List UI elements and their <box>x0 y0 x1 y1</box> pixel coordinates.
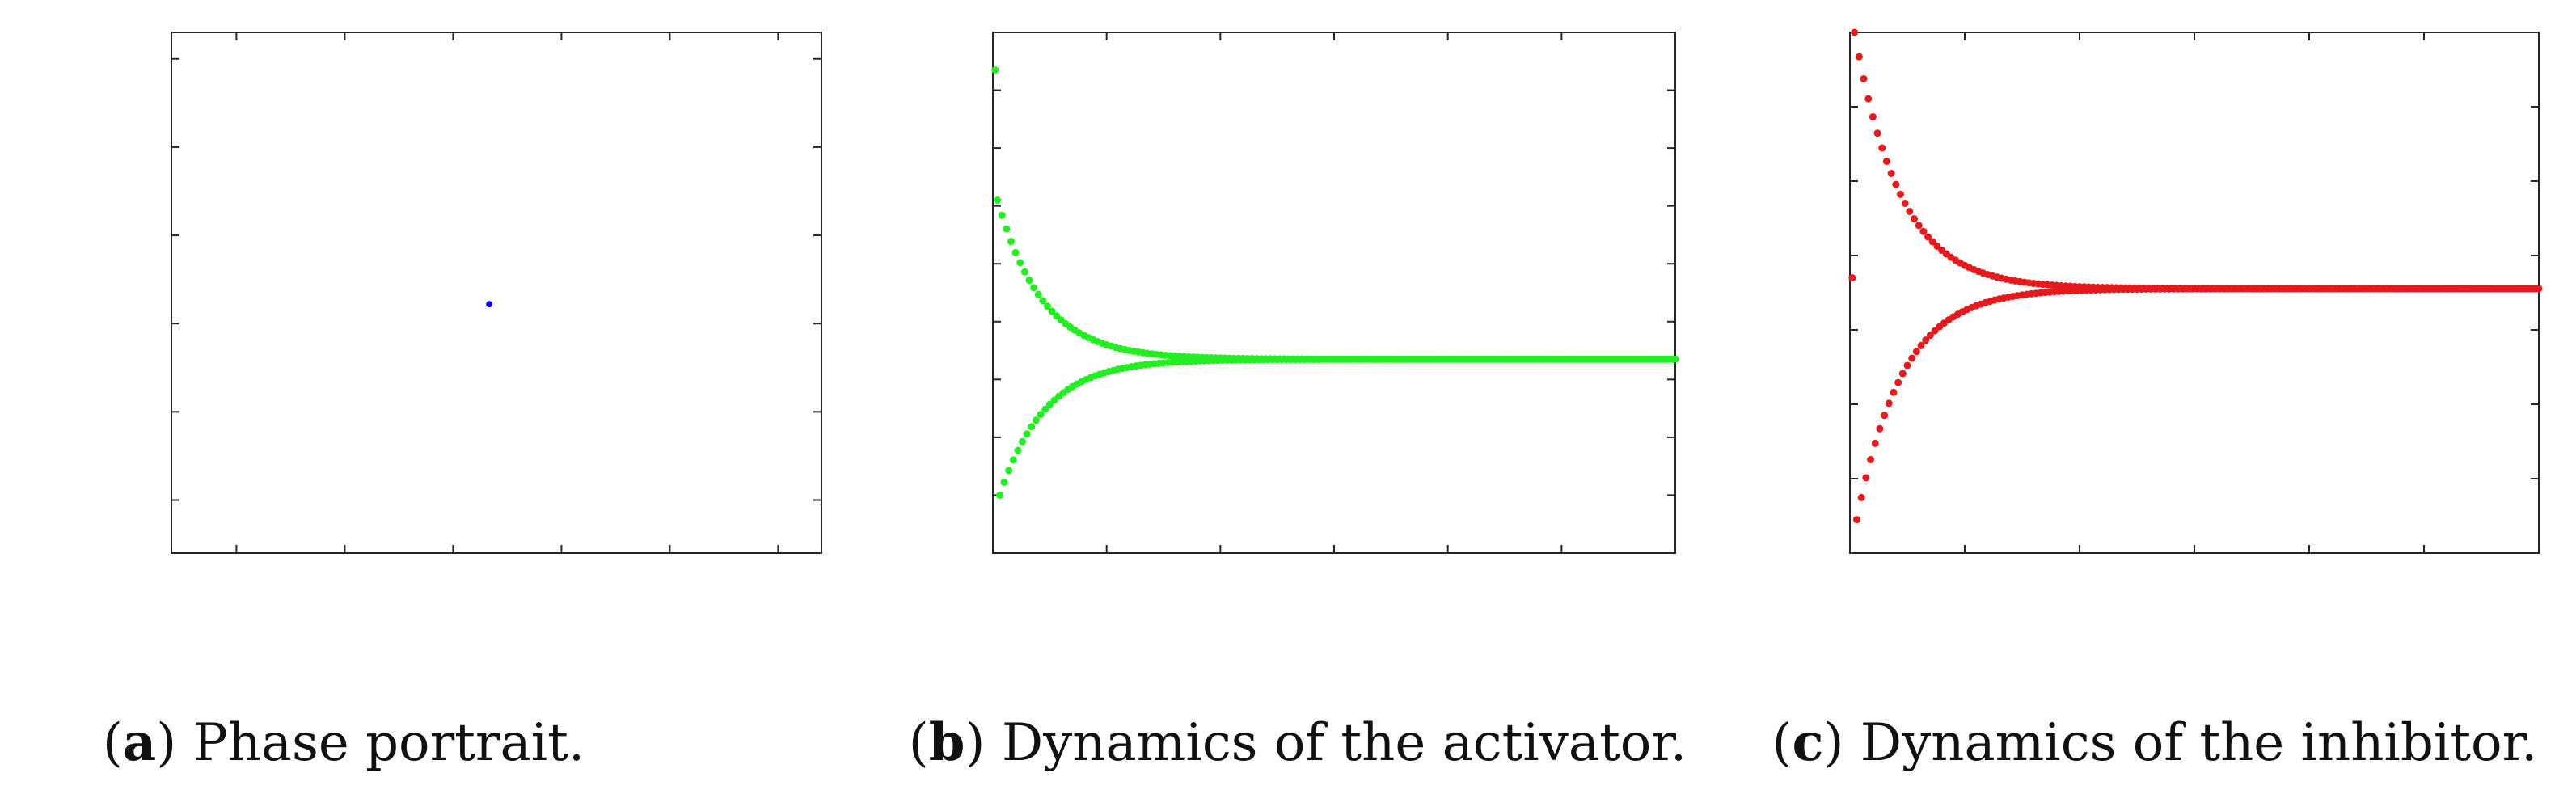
data-point <box>1039 297 1047 305</box>
panel-activator-dynamics <box>991 32 1679 554</box>
caption-c-text: ) Dynamics of the inhibitor. <box>1823 713 2537 773</box>
data-point <box>1041 405 1049 413</box>
data-point <box>1023 430 1031 438</box>
data-point <box>1881 412 1889 420</box>
data-point <box>1857 493 1865 501</box>
data-point <box>1915 222 1923 230</box>
data-point <box>1873 129 1881 137</box>
caption-b-text: ) Dynamics of the activator. <box>965 713 1687 773</box>
data-point <box>1020 268 1028 276</box>
data-point <box>1003 225 1011 233</box>
data-point <box>1037 411 1045 419</box>
data-point <box>1028 423 1036 431</box>
data-point <box>1896 190 1904 198</box>
data-point <box>1860 74 1868 82</box>
data-point <box>1034 290 1042 298</box>
caption-a-text: ) Phase portrait. <box>156 713 585 773</box>
data-point <box>1005 467 1013 475</box>
data-point <box>1030 284 1038 292</box>
data-point <box>1864 95 1873 103</box>
data-point <box>1853 516 1861 524</box>
data-point <box>1851 28 1859 36</box>
data-point <box>1007 238 1016 246</box>
data-point <box>1044 302 1052 310</box>
data-point <box>1048 307 1056 315</box>
data-point <box>1871 439 1879 447</box>
plot-frame <box>992 32 1676 554</box>
panel-phase-portrait <box>171 32 822 554</box>
data-point <box>1855 53 1863 61</box>
plot-frame <box>1849 32 2540 554</box>
data-point <box>998 211 1006 219</box>
data-point <box>1000 478 1008 486</box>
plot-frame <box>171 32 822 554</box>
data-point <box>1014 446 1022 454</box>
caption-b-letter: b <box>929 712 965 773</box>
data-point <box>1869 112 1877 120</box>
data-point <box>1867 456 1875 464</box>
data-point <box>1887 170 1895 178</box>
panel-inhibitor-dynamics <box>1848 28 2543 554</box>
data-point <box>1032 416 1040 424</box>
data-point <box>1848 274 1856 282</box>
data-point <box>991 66 999 74</box>
data-point <box>1862 474 1870 482</box>
caption-c: (c) Dynamics of the inhibitor. <box>1772 712 2538 773</box>
data-point <box>1901 199 1909 207</box>
caption-a: (a) Phase portrait. <box>103 712 585 773</box>
data-point <box>1890 388 1898 396</box>
data-point <box>1019 437 1027 446</box>
data-point <box>1016 259 1024 267</box>
data-point <box>1876 424 1884 433</box>
data-point <box>1924 233 1932 241</box>
data-point <box>1912 348 1920 356</box>
data-point <box>995 491 1003 499</box>
data-point <box>1009 456 1017 464</box>
data-point <box>1919 227 1928 235</box>
data-point <box>1922 336 1930 344</box>
caption-a-letter: a <box>123 712 156 773</box>
data-point <box>1882 158 1890 166</box>
data-point <box>1671 355 1679 363</box>
data-point <box>1928 238 1936 246</box>
data-point <box>1045 400 1054 408</box>
data-point <box>1908 354 1916 362</box>
data-point <box>1878 144 1886 152</box>
data-point <box>1025 277 1033 285</box>
data-point <box>1917 341 1925 349</box>
data-point <box>1011 248 1020 256</box>
data-point <box>994 196 1002 205</box>
data-point <box>2535 285 2543 293</box>
data-point <box>1906 207 1914 215</box>
data-point <box>1898 370 1907 378</box>
data-point <box>1911 215 1919 223</box>
data-point <box>1903 361 1911 370</box>
caption-b: (b) Dynamics of the activator. <box>909 712 1687 773</box>
data-point <box>1892 180 1900 188</box>
data-point <box>1926 332 1934 340</box>
data-point <box>486 301 493 308</box>
data-point <box>1894 378 1902 386</box>
caption-c-letter: c <box>1792 712 1823 773</box>
data-point <box>1885 399 1893 408</box>
